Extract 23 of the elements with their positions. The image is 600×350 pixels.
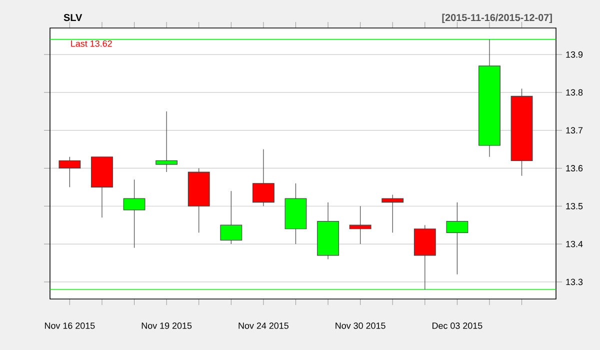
- x-tick-label: Nov 16 2015: [45, 322, 95, 329]
- x-tick-label: Nov 30 2015: [336, 322, 386, 329]
- y-tick-label: 13.3: [566, 278, 583, 286]
- candlestick: [382, 194, 404, 233]
- x-tick-label: Nov 19 2015: [142, 322, 192, 329]
- candlestick: [58, 156, 81, 188]
- x-tick-label: Nov 24 2015: [238, 322, 288, 329]
- candlestick: [220, 190, 242, 244]
- chart-subtitle: [2015-11-16/2015-12-07]: [442, 14, 552, 24]
- y-tick-label: 13.6: [566, 165, 583, 172]
- y-tick-label: 13.7: [566, 127, 583, 134]
- y-tick-label: 13.5: [566, 202, 583, 210]
- candlestick: [349, 206, 372, 244]
- candlestick: [123, 179, 146, 248]
- y-tick-label: 13.8: [566, 89, 583, 96]
- candlestick: [252, 148, 274, 206]
- x-tick-label: Dec 03 2015: [432, 322, 482, 329]
- chart-title: SLV: [64, 14, 82, 22]
- annotation: Last 13.62: [71, 40, 112, 47]
- y-tick-label: 13.9: [566, 51, 583, 58]
- y-tick-label: 13.4: [566, 240, 583, 248]
- candlestick: [446, 202, 468, 275]
- candlestick: [156, 111, 178, 172]
